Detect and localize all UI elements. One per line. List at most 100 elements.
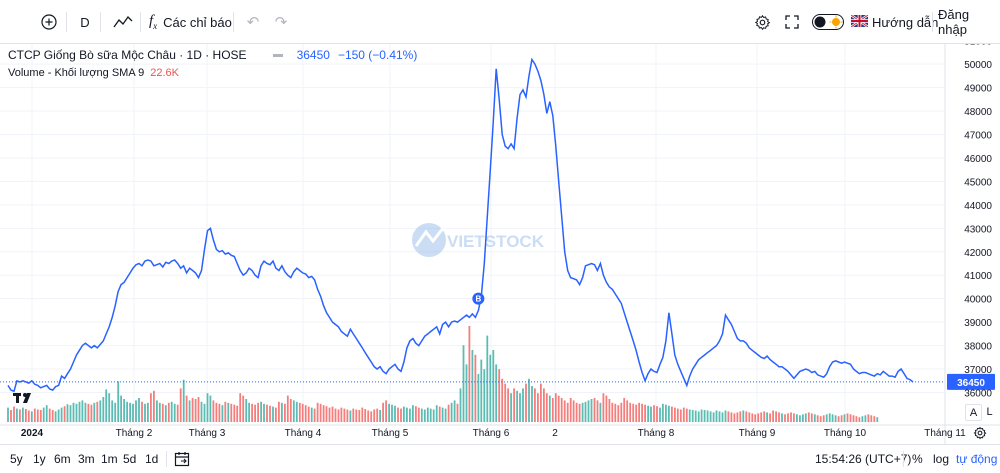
volume-bar	[364, 409, 367, 422]
volume-bar	[715, 410, 718, 422]
volume-bar	[733, 413, 736, 422]
volume-bar	[668, 405, 670, 422]
volume-bar	[349, 410, 352, 422]
volume-bar	[215, 402, 218, 422]
range-1m[interactable]: 1m	[101, 452, 118, 466]
volume-bar	[644, 404, 646, 422]
volume-bar	[334, 408, 337, 422]
volume-bar	[19, 409, 21, 422]
volume-bar	[278, 401, 280, 422]
volume-bar	[757, 413, 760, 422]
undo-icon[interactable]: ↶	[246, 14, 260, 31]
volume-bar	[310, 407, 313, 422]
event-marker[interactable]: B	[472, 292, 485, 305]
symbol-title[interactable]: CTCP Giống Bò sữa Mộc Châu · 1D · HOSE	[8, 48, 247, 62]
volume-bar	[379, 410, 381, 422]
volume-bar	[25, 409, 27, 422]
volume-bar	[593, 398, 596, 422]
volume-bar	[144, 403, 146, 422]
redo-icon[interactable]: ↷	[274, 14, 288, 31]
auto-toggle[interactable]: tự động	[956, 452, 998, 466]
volume-bar	[420, 408, 423, 422]
volume-bar	[706, 410, 709, 422]
volume-bar	[108, 393, 111, 422]
range-6m[interactable]: 6m	[54, 452, 71, 466]
volume-bar	[48, 408, 51, 422]
time-tick-label: Tháng 3	[189, 428, 226, 439]
volume-bar	[587, 400, 590, 422]
volume-bar	[435, 405, 438, 422]
settings-gear-icon[interactable]	[753, 0, 771, 44]
chart-style-icon[interactable]	[112, 0, 134, 44]
interval-button[interactable]: D	[80, 14, 90, 30]
volume-bar	[182, 379, 185, 422]
range-3m[interactable]: 3m	[78, 452, 95, 466]
volume-bar	[828, 413, 831, 422]
volume-bar	[13, 406, 15, 422]
volume-bar	[117, 381, 120, 422]
volume-bar	[548, 395, 551, 422]
volume-bar	[685, 408, 688, 422]
volume-bar	[191, 398, 194, 422]
volume-bar	[441, 407, 444, 422]
theme-toggle[interactable]	[812, 0, 844, 44]
volume-bar	[551, 398, 554, 422]
compare-add-icon[interactable]	[40, 0, 58, 44]
volume-bar	[179, 388, 182, 422]
volume-bar	[632, 403, 635, 422]
volume-bar	[480, 359, 483, 422]
volume-bar	[221, 405, 224, 422]
time-axis[interactable]: 2024 Tháng 2 Tháng 3 Tháng 4 Tháng 5 Tháng 6 2…	[0, 424, 1000, 439]
volume-bar	[522, 388, 524, 422]
range-1y[interactable]: 1y	[33, 452, 46, 466]
volume-bar	[269, 405, 271, 422]
range-5d[interactable]: 5d	[123, 452, 137, 466]
volume-bar	[682, 407, 685, 422]
volume-bar	[537, 393, 539, 422]
volume-bar	[188, 400, 191, 422]
price-chart[interactable]: VIETSTOCK 36450 B 51000 50000 49000 48000 47…	[0, 44, 1000, 444]
goto-date-icon[interactable]	[174, 445, 190, 473]
volume-bar	[796, 414, 798, 422]
volume-bar	[647, 405, 649, 422]
volume-bar	[281, 402, 283, 422]
price-axis[interactable]: 51000 50000 49000 48000 47000 46000 45000 44000…	[944, 44, 992, 444]
top-toolbar: D fx Các chỉ báo ↶ ↷ Hướng dẫn Đăng nhập	[0, 0, 1000, 44]
price-change: −150 (−0.41%)	[337, 48, 418, 62]
percent-toggle[interactable]: %	[912, 452, 923, 466]
login-button[interactable]: Đăng nhập	[938, 7, 970, 37]
clock-readout[interactable]: 15:54:26 (UTC+7)	[815, 452, 912, 466]
guide-link[interactable]: Hướng dẫn	[850, 0, 938, 44]
toolbar-divider	[166, 451, 167, 467]
fullscreen-icon[interactable]	[783, 0, 801, 44]
indicators-button[interactable]: fx Các chỉ báo	[149, 0, 232, 44]
volume-bar	[840, 415, 843, 422]
volume-bar	[126, 401, 128, 422]
volume-bar	[87, 403, 90, 422]
volume-bar	[54, 411, 57, 422]
volume-bar	[373, 409, 376, 422]
log-toggle[interactable]: log	[933, 452, 950, 466]
volume-label[interactable]: Volume - Khối lượng SMA 9	[8, 67, 145, 79]
volume-bar	[382, 402, 384, 422]
tradingview-logo-icon[interactable]	[13, 393, 31, 403]
auto-scale-a-button[interactable]: A	[965, 404, 982, 421]
volume-bar	[721, 412, 724, 422]
range-5y[interactable]: 5y	[10, 452, 23, 466]
volume-bar	[423, 409, 426, 422]
volume-bar	[227, 402, 230, 422]
log-scale-l-button[interactable]: L	[986, 405, 993, 418]
range-1d[interactable]: 1d	[145, 452, 159, 466]
volume-bar	[150, 393, 152, 422]
volume-bar	[209, 395, 212, 422]
volume-bar	[745, 411, 748, 422]
toolbar-divider	[140, 12, 141, 32]
axis-settings-gear-icon[interactable]	[972, 425, 988, 441]
time-tick-label: 2	[552, 428, 558, 439]
volume-bar	[176, 404, 179, 422]
volume-bar	[554, 393, 557, 422]
volume-bar	[590, 399, 593, 422]
volume-bar	[790, 412, 792, 422]
volume-bar	[66, 404, 69, 422]
volume-bar	[167, 402, 170, 422]
